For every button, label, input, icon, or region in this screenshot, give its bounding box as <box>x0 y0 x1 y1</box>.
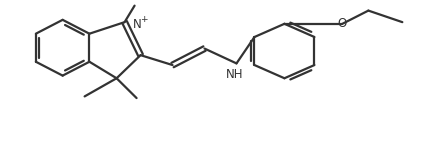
Text: NH: NH <box>226 68 243 81</box>
Text: N: N <box>133 18 141 31</box>
Text: +: + <box>141 15 148 24</box>
Text: O: O <box>338 17 347 30</box>
